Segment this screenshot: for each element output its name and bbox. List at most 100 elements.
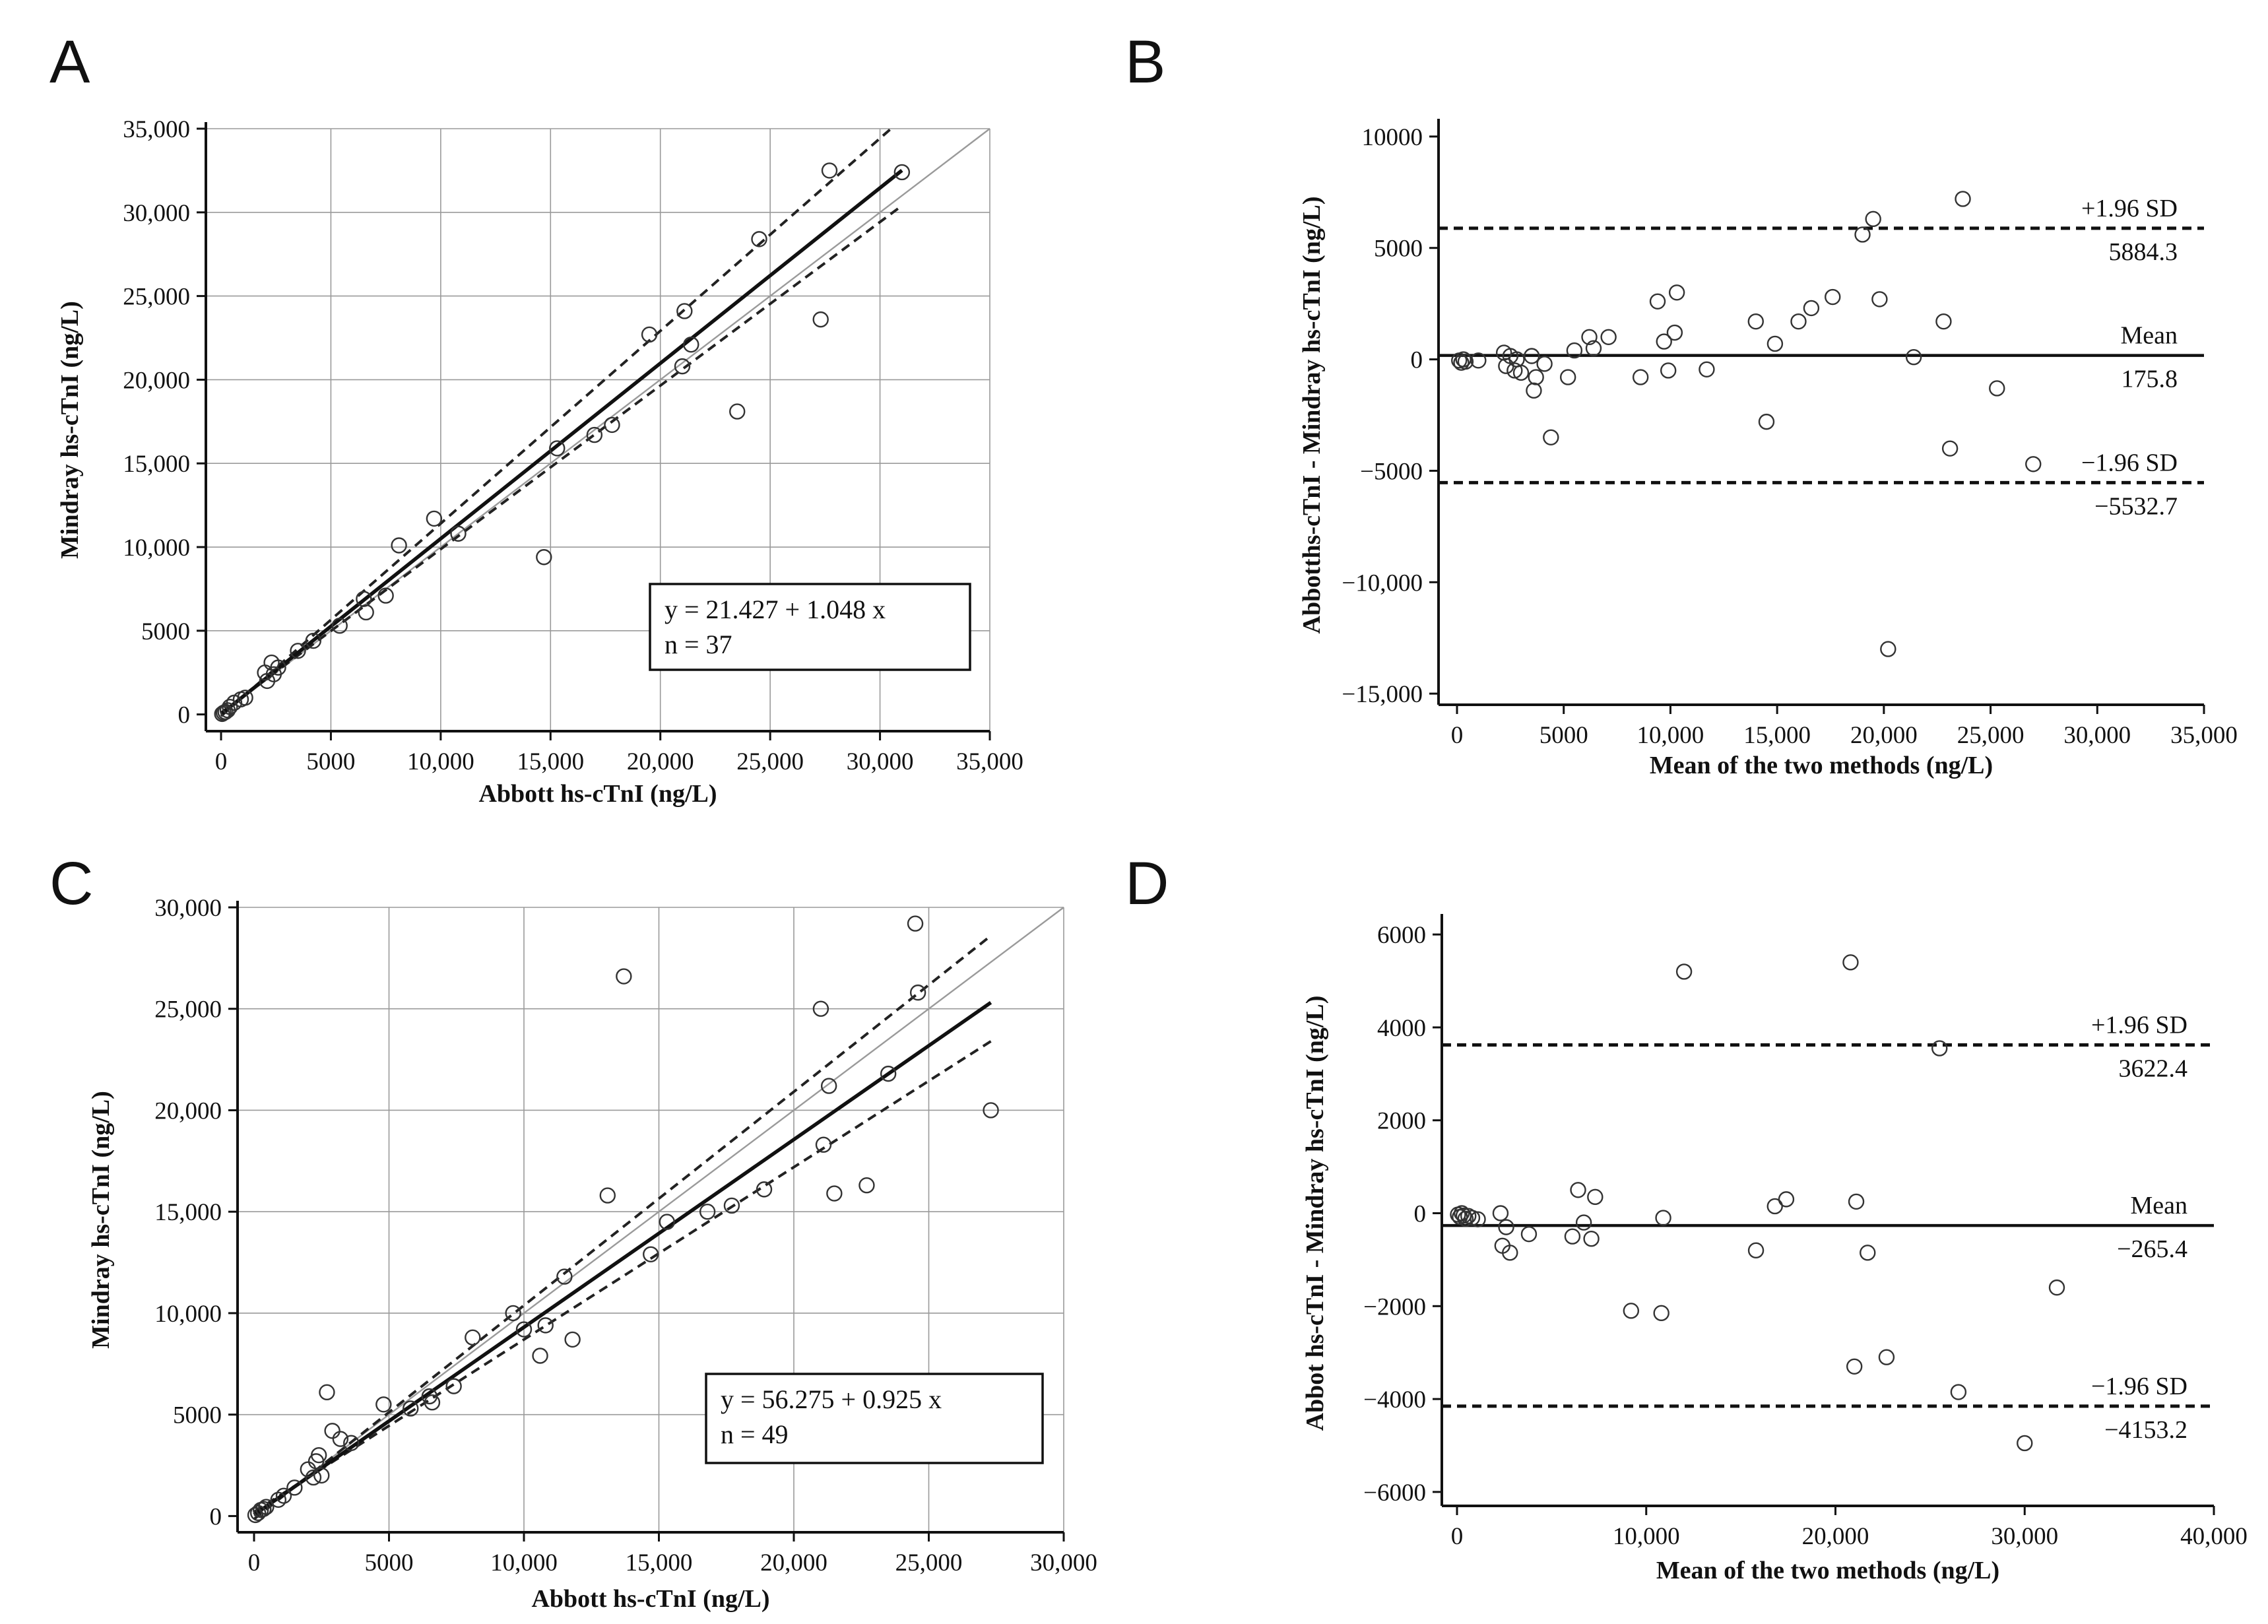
lower-loa-label: −1.96 SD <box>2091 1373 2187 1400</box>
data-point <box>674 358 691 375</box>
data-point <box>751 231 767 247</box>
panel-a-regression-chart: 0 5000 10,000 15,000 20,000 25,000 30,000 35,00… <box>56 116 1023 808</box>
data-point <box>1656 333 1672 350</box>
panel-a-equation: y = 21.427 + 1.048 x <box>664 595 886 624</box>
y-tick-label: 0 <box>1411 347 1423 374</box>
data-point <box>217 703 234 721</box>
data-point <box>391 537 407 554</box>
panel-a-y-axis-label: Mindray hs-cTnI (ng/L) <box>56 301 84 559</box>
x-tick-label: 15,000 <box>626 1549 693 1576</box>
y-tick-label: 25,000 <box>154 996 222 1023</box>
y-tick-label: 5000 <box>141 618 190 645</box>
data-point <box>290 643 306 659</box>
panel-c-y-axis-label: Mindray hs-cTnI (ng/L) <box>87 1091 115 1349</box>
x-tick-label: 10,000 <box>1613 1523 1680 1550</box>
y-tick-label: 25,000 <box>123 284 190 311</box>
data-point <box>222 699 238 715</box>
data-point <box>1559 369 1576 385</box>
x-tick-label: 40,000 <box>2180 1523 2248 1550</box>
x-tick-label: 20,000 <box>1850 722 1918 749</box>
data-point <box>880 1065 897 1082</box>
data-point <box>1860 1245 1876 1261</box>
lower-loa-value: −5532.7 <box>2094 492 2178 520</box>
data-point <box>1854 226 1871 243</box>
y-tick-label: −15,000 <box>1342 681 1423 708</box>
data-point <box>1528 369 1544 385</box>
data-point <box>1675 963 1693 980</box>
y-tick-label: 6000 <box>1377 922 1426 949</box>
data-point <box>1492 1205 1509 1221</box>
data-point <box>1766 1198 1783 1215</box>
x-tick-label: 20,000 <box>627 748 694 775</box>
data-point <box>377 587 394 604</box>
y-tick-label: −4000 <box>1363 1386 1426 1413</box>
data-point <box>515 1321 533 1338</box>
data-point <box>537 1317 554 1334</box>
data-point <box>319 1384 335 1401</box>
x-tick-label: 20,000 <box>1802 1523 1869 1550</box>
data-point <box>1570 1182 1586 1198</box>
data-point <box>1649 293 1666 309</box>
upper-loa-value: 3622.4 <box>2119 1055 2188 1082</box>
data-point <box>1581 329 1598 346</box>
confidence-interval-line <box>253 934 992 1520</box>
y-tick-label: 35,000 <box>123 116 190 143</box>
x-tick-label: 10,000 <box>407 748 474 775</box>
data-point <box>1825 288 1841 306</box>
data-point <box>1464 1210 1481 1226</box>
panel-d-bland-altman-chart: 0 10,000 20,000 30,000 40,000 −6000 −4000 −2000… <box>1301 914 2248 1584</box>
panel-c-regression-chart: 0 5000 10,000 15,000 20,000 25,000 30,000 0 5000… <box>87 895 1097 1613</box>
data-point <box>1457 1210 1474 1227</box>
data-point <box>1880 641 1896 657</box>
data-point <box>305 632 321 649</box>
x-tick-label: 30,000 <box>1991 1523 2058 1550</box>
data-point <box>564 1331 581 1348</box>
data-point <box>826 1185 843 1202</box>
x-tick-label: 30,000 <box>847 748 914 775</box>
data-point <box>1935 313 1952 330</box>
data-point <box>1666 324 1683 341</box>
y-tick-label: 20,000 <box>154 1097 222 1124</box>
data-point <box>505 1305 521 1322</box>
data-point <box>859 1177 875 1194</box>
y-tick-label: 0 <box>1414 1201 1427 1228</box>
mean-label: Mean <box>2130 1192 2187 1219</box>
mean-value: −265.4 <box>2117 1235 2187 1263</box>
data-point <box>820 1078 837 1094</box>
data-point <box>1955 191 1971 207</box>
data-point <box>1566 342 1583 359</box>
data-point <box>815 1136 832 1153</box>
data-point <box>616 968 632 985</box>
data-point <box>604 416 620 434</box>
data-point <box>1699 361 1715 377</box>
data-point <box>532 1348 548 1364</box>
data-point <box>2017 1435 2033 1452</box>
panel-c-equation-box <box>705 1373 1044 1464</box>
y-tick-label: 10,000 <box>154 1301 222 1328</box>
y-tick-label: −6000 <box>1363 1479 1426 1507</box>
data-point <box>812 1000 829 1017</box>
data-point <box>1865 211 1881 228</box>
panel-a-points <box>214 162 911 723</box>
x-tick-label: 35,000 <box>956 748 1023 775</box>
data-point <box>237 690 253 706</box>
x-tick-label: 25,000 <box>736 748 804 775</box>
data-point <box>300 1461 316 1478</box>
y-tick-label: −2000 <box>1363 1293 1426 1320</box>
data-point <box>450 525 467 542</box>
x-tick-label: 5000 <box>306 748 355 775</box>
y-tick-label: −5000 <box>1360 458 1423 485</box>
data-point <box>358 604 374 621</box>
y-tick-label: −10,000 <box>1342 569 1423 597</box>
panel-c-equation: y = 56.275 + 0.925 x <box>721 1384 942 1414</box>
data-point <box>1583 1231 1600 1247</box>
panel-letter-d: D <box>1125 850 1169 917</box>
data-point <box>255 1501 272 1517</box>
data-point <box>1660 362 1677 379</box>
data-point <box>1950 1384 1967 1400</box>
data-point <box>324 1423 340 1439</box>
data-point <box>812 311 829 328</box>
data-point <box>258 1499 275 1515</box>
data-point <box>424 1394 441 1411</box>
x-tick-label: 10,000 <box>490 1549 558 1576</box>
